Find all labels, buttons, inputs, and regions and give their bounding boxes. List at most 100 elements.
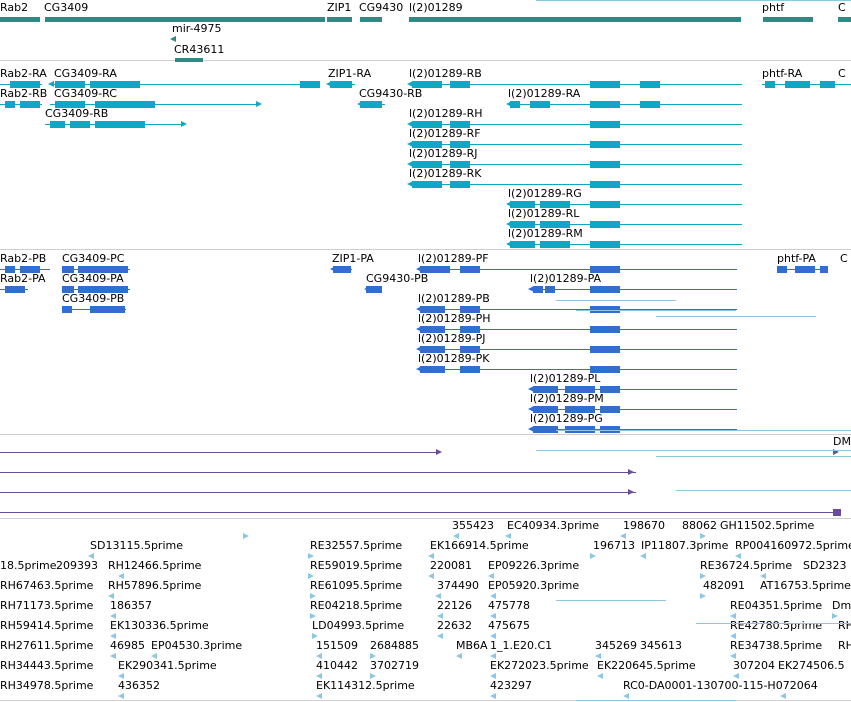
transcript-line[interactable] (508, 244, 742, 245)
transcript-line[interactable] (50, 84, 320, 85)
feature-line[interactable] (0, 492, 636, 493)
exon-block[interactable] (510, 221, 535, 228)
exon-block[interactable] (640, 81, 660, 88)
exon-block[interactable] (460, 346, 480, 353)
exon-block[interactable] (545, 286, 555, 293)
gene-bar[interactable] (45, 17, 325, 22)
exon-block[interactable] (820, 81, 835, 88)
gene-bar[interactable] (838, 17, 851, 22)
exon-block[interactable] (590, 326, 620, 333)
transcript-line[interactable] (508, 224, 742, 225)
exon-block[interactable] (777, 266, 787, 273)
exon-block[interactable] (450, 161, 470, 168)
exon-block[interactable] (600, 386, 620, 393)
est-line[interactable] (536, 450, 851, 451)
exon-block[interactable] (785, 81, 810, 88)
exon-block[interactable] (95, 121, 145, 128)
exon-block[interactable] (412, 141, 442, 148)
exon-block[interactable] (590, 121, 620, 128)
gene-bar[interactable] (327, 17, 352, 22)
exon-block[interactable] (565, 426, 595, 433)
exon-block[interactable] (590, 101, 620, 108)
est-line[interactable] (636, 430, 851, 431)
exon-block[interactable] (5, 101, 15, 108)
transcript-line[interactable] (409, 124, 742, 125)
exon-block[interactable] (420, 366, 445, 373)
transcript-line[interactable] (530, 389, 737, 390)
transcript-line[interactable] (409, 84, 742, 85)
est-line[interactable] (596, 700, 736, 701)
exon-block[interactable] (590, 221, 620, 228)
feature-line[interactable] (0, 452, 440, 453)
transcript-line[interactable] (409, 184, 742, 185)
exon-block[interactable] (62, 306, 72, 313)
exon-block[interactable] (460, 266, 480, 273)
exon-block[interactable] (78, 286, 128, 293)
exon-block[interactable] (420, 306, 445, 313)
exon-block[interactable] (20, 266, 40, 273)
exon-block[interactable] (590, 181, 620, 188)
exon-block[interactable] (5, 286, 25, 293)
transcript-line[interactable] (50, 104, 260, 105)
exon-block[interactable] (765, 81, 775, 88)
exon-block[interactable] (412, 81, 442, 88)
exon-block[interactable] (590, 241, 620, 248)
exon-block[interactable] (10, 81, 40, 88)
transcript-line[interactable] (409, 144, 742, 145)
transcript-line[interactable] (508, 104, 742, 105)
gene-bar[interactable] (360, 17, 382, 22)
feature-line[interactable] (0, 472, 636, 473)
exon-block[interactable] (530, 101, 550, 108)
exon-block[interactable] (600, 426, 620, 433)
exon-block[interactable] (590, 306, 620, 313)
exon-block[interactable] (420, 266, 450, 273)
transcript-line[interactable] (530, 429, 737, 430)
exon-block[interactable] (20, 101, 40, 108)
transcript-line[interactable] (418, 369, 737, 370)
exon-block[interactable] (330, 81, 352, 88)
exon-block[interactable] (510, 241, 535, 248)
gene-bar[interactable] (409, 17, 741, 22)
exon-block[interactable] (90, 306, 125, 313)
exon-block[interactable] (533, 426, 558, 433)
exon-block[interactable] (420, 346, 445, 353)
exon-block[interactable] (62, 266, 74, 273)
exon-block[interactable] (640, 101, 660, 108)
exon-block[interactable] (540, 201, 570, 208)
transcript-line[interactable] (530, 289, 737, 290)
transcript-line[interactable] (418, 349, 737, 350)
exon-block[interactable] (70, 121, 90, 128)
transcript-line[interactable] (409, 164, 742, 165)
exon-block[interactable] (533, 386, 558, 393)
exon-block[interactable] (510, 101, 520, 108)
est-line[interactable] (696, 623, 851, 624)
transcript-line[interactable] (418, 269, 737, 270)
gene-bar[interactable] (0, 17, 40, 22)
exon-block[interactable] (590, 366, 620, 373)
est-line[interactable] (556, 300, 676, 301)
exon-block[interactable] (420, 326, 445, 333)
exon-block[interactable] (5, 266, 15, 273)
exon-block[interactable] (590, 266, 620, 273)
exon-block[interactable] (460, 326, 480, 333)
exon-block[interactable] (540, 241, 570, 248)
exon-block[interactable] (460, 366, 480, 373)
exon-block[interactable] (300, 81, 320, 88)
gene-bar[interactable] (175, 58, 203, 62)
exon-block[interactable] (540, 221, 570, 228)
est-line[interactable] (696, 0, 851, 1)
exon-block[interactable] (366, 286, 382, 293)
transcript-line[interactable] (418, 309, 737, 310)
exon-block[interactable] (590, 141, 620, 148)
exon-block[interactable] (333, 266, 351, 273)
transcript-line[interactable] (530, 409, 737, 410)
exon-block[interactable] (590, 201, 620, 208)
exon-block[interactable] (533, 406, 558, 413)
est-line[interactable] (636, 310, 736, 311)
exon-block[interactable] (412, 181, 442, 188)
feature-line[interactable] (0, 512, 841, 513)
feature-block[interactable] (833, 509, 841, 516)
exon-block[interactable] (62, 286, 74, 293)
exon-block[interactable] (600, 406, 620, 413)
exon-block[interactable] (460, 306, 480, 313)
